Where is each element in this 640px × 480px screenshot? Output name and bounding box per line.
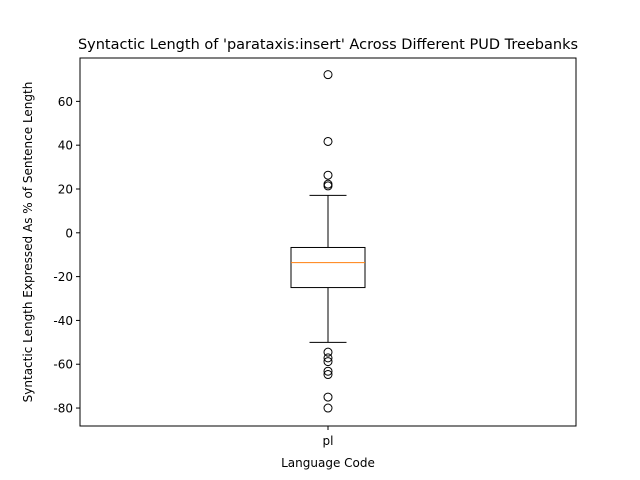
outlier-point: [323, 136, 333, 146]
outlier-point: [323, 357, 333, 367]
outlier-point: [323, 353, 333, 363]
y-axis-label: Syntactic Length Expressed As % of Sente…: [21, 82, 35, 403]
y-tick-label: -20: [53, 270, 73, 284]
y-tick-label: 0: [65, 226, 73, 240]
chart-title: Syntactic Length of 'parataxis:insert' A…: [78, 37, 578, 53]
outlier-point: [323, 70, 333, 80]
outlier-point: [323, 170, 333, 180]
y-tick-label: 60: [58, 95, 73, 109]
y-tick-label: -40: [53, 314, 73, 328]
y-tick-label: -60: [53, 358, 73, 372]
y-tick-label: 40: [58, 139, 73, 153]
y-tick-label: -80: [53, 402, 73, 416]
outlier-point: [323, 392, 333, 402]
outlier-point: [323, 370, 333, 380]
y-axis-ticks: -80 -60 -40 -20 0 20 40 60: [53, 95, 80, 416]
outlier-point: [323, 403, 333, 413]
x-tick-label: pl: [323, 434, 334, 448]
plot-marks: [290, 70, 366, 413]
outlier-point: [323, 347, 333, 357]
y-tick-label: 20: [58, 182, 73, 196]
x-axis-label: Language Code: [281, 456, 375, 470]
outlier-point: [323, 181, 333, 191]
x-axis-ticks: pl: [323, 426, 334, 448]
outlier-point: [323, 366, 333, 376]
